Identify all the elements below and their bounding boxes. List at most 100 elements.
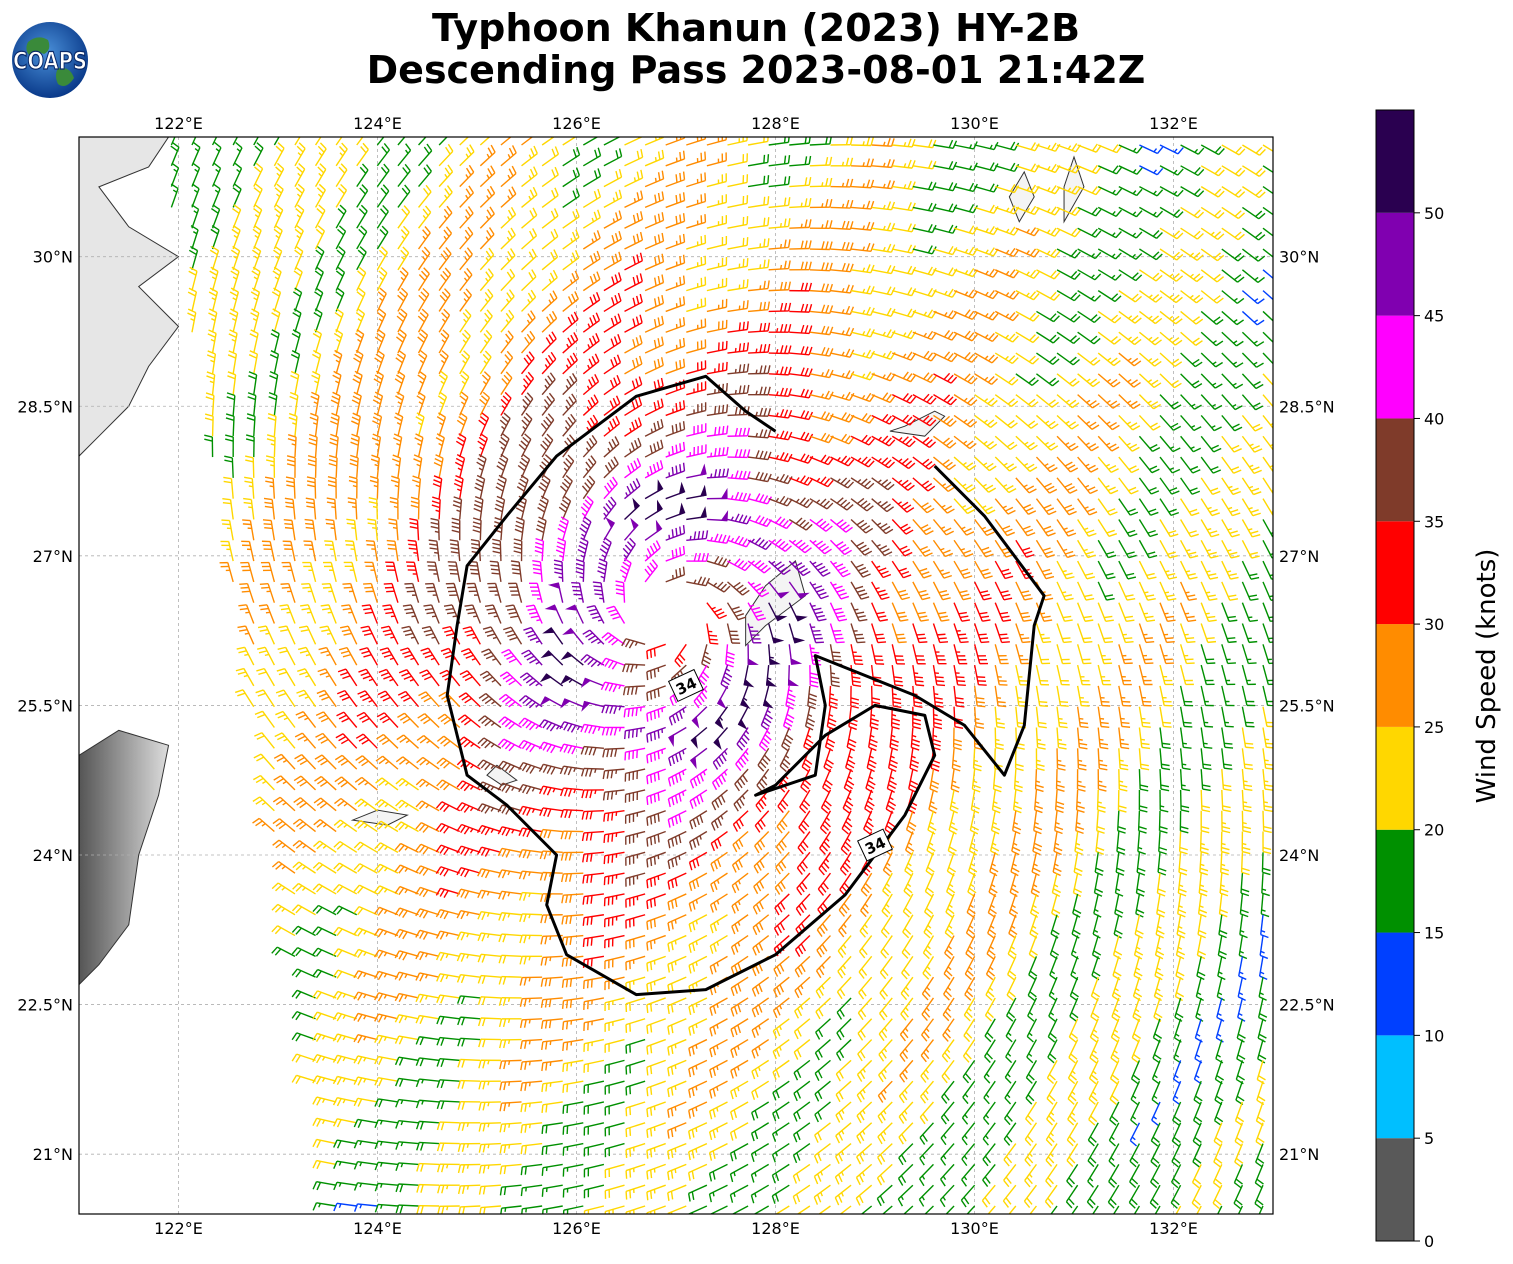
colorbar-tick-label: 30 bbox=[1424, 615, 1444, 634]
wind-barb bbox=[356, 142, 369, 167]
colorbar-bin bbox=[1376, 315, 1414, 419]
wind-barb bbox=[479, 137, 491, 146]
wind-barb bbox=[1159, 165, 1184, 176]
colorbar-tick-label: 40 bbox=[1424, 409, 1444, 428]
wind-barb bbox=[582, 168, 602, 188]
wind-barb bbox=[1139, 165, 1164, 176]
wind-barb bbox=[789, 176, 812, 188]
wind-barb bbox=[562, 146, 581, 167]
wind-barb bbox=[830, 157, 854, 167]
wind-barb bbox=[170, 162, 180, 187]
wind-barb bbox=[1262, 144, 1273, 152]
wind-barb bbox=[335, 137, 343, 146]
title-line-1: Typhoon Khanun (2023) HY-2B bbox=[431, 6, 1081, 50]
wind-barb bbox=[335, 163, 348, 187]
wind-barb bbox=[376, 163, 390, 188]
wind-barb bbox=[500, 137, 512, 146]
wind-barb bbox=[356, 163, 369, 188]
wind-barbs bbox=[170, 137, 1273, 1214]
title-line-2: Descending Pass 2023-08-01 21:42Z bbox=[366, 48, 1146, 92]
wind-barb bbox=[253, 142, 264, 167]
wind-barb bbox=[1200, 144, 1225, 156]
wind-barb bbox=[892, 138, 916, 148]
wind-barb bbox=[232, 137, 239, 146]
wind-barb bbox=[851, 179, 875, 189]
wind-barb bbox=[1180, 144, 1205, 155]
wind-barb bbox=[706, 137, 727, 146]
gridlines bbox=[79, 137, 1273, 1214]
colorbar-bin bbox=[1376, 1035, 1414, 1139]
wind-barb bbox=[912, 160, 937, 170]
wind-barb bbox=[314, 163, 327, 187]
wind-barb bbox=[809, 177, 833, 188]
colorbar-tick-label: 45 bbox=[1424, 307, 1444, 326]
wind-barb bbox=[438, 164, 454, 188]
wind-barb bbox=[1200, 165, 1225, 177]
wind-barb bbox=[686, 172, 707, 188]
wind-barb bbox=[1097, 165, 1123, 175]
wind-barb bbox=[603, 168, 623, 188]
wind-barb bbox=[418, 143, 433, 167]
wind-barb bbox=[830, 137, 854, 146]
wind-barb bbox=[294, 162, 306, 187]
wind-barb bbox=[789, 155, 812, 167]
wind-barb bbox=[912, 139, 937, 149]
wind-barb bbox=[1221, 165, 1246, 177]
colorbar-bin bbox=[1376, 624, 1414, 727]
wind-barb bbox=[273, 137, 280, 146]
wind-barb bbox=[479, 144, 496, 167]
wind-barb bbox=[768, 155, 791, 167]
wind-barb bbox=[1242, 144, 1266, 156]
colorbar-bin bbox=[1376, 521, 1414, 625]
wind-barb bbox=[191, 137, 197, 146]
wind-barb bbox=[273, 162, 285, 187]
wind-barb bbox=[521, 166, 538, 188]
wind-barb bbox=[1036, 142, 1061, 152]
wind-barb bbox=[871, 180, 895, 190]
wind-barb bbox=[253, 162, 264, 187]
wind-barb bbox=[665, 150, 686, 167]
wind-barb bbox=[995, 141, 1020, 151]
wind-barb bbox=[706, 152, 727, 167]
wind-barb bbox=[314, 142, 327, 167]
wind-barb bbox=[871, 137, 895, 147]
wind-barb bbox=[397, 163, 411, 188]
wind-barb bbox=[459, 137, 470, 146]
wind-barb bbox=[995, 162, 1020, 173]
wind-barb bbox=[727, 153, 748, 167]
logo-text: COAPS bbox=[13, 47, 87, 75]
land-amami bbox=[889, 410, 946, 437]
wind-barb bbox=[191, 162, 201, 187]
wind-barb bbox=[541, 146, 560, 167]
wind-barb bbox=[335, 142, 348, 167]
wind-barb bbox=[438, 137, 448, 146]
wind-barb bbox=[376, 143, 391, 167]
wind-barb bbox=[459, 144, 475, 167]
wind-barb bbox=[521, 145, 538, 167]
wind-barb bbox=[1118, 144, 1143, 154]
wind-barb bbox=[418, 164, 432, 188]
wind-barb bbox=[851, 137, 874, 147]
wind-barb bbox=[624, 169, 644, 188]
colorbar-bin bbox=[1376, 1138, 1414, 1241]
wind-barb bbox=[562, 167, 581, 188]
wind-barb bbox=[809, 156, 833, 167]
wind-barb bbox=[479, 165, 496, 188]
wind-barb bbox=[892, 180, 916, 190]
colorbar-bin bbox=[1376, 829, 1414, 933]
colorbar-bin bbox=[1376, 932, 1414, 1036]
wind-barb bbox=[768, 137, 790, 146]
wind-barb bbox=[500, 145, 517, 167]
wind-barb bbox=[1159, 144, 1184, 155]
wind-barb bbox=[706, 173, 727, 188]
colorbar-label: Wind Speed (knots) bbox=[1472, 549, 1502, 804]
wind-barb bbox=[314, 137, 322, 146]
wind-barb bbox=[644, 170, 665, 188]
colorbar-tick-label: 20 bbox=[1424, 821, 1444, 840]
wind-barb bbox=[1118, 165, 1143, 175]
land-yakushima bbox=[1008, 170, 1035, 223]
wind-barb bbox=[1221, 144, 1246, 156]
wind-barb bbox=[356, 137, 364, 146]
